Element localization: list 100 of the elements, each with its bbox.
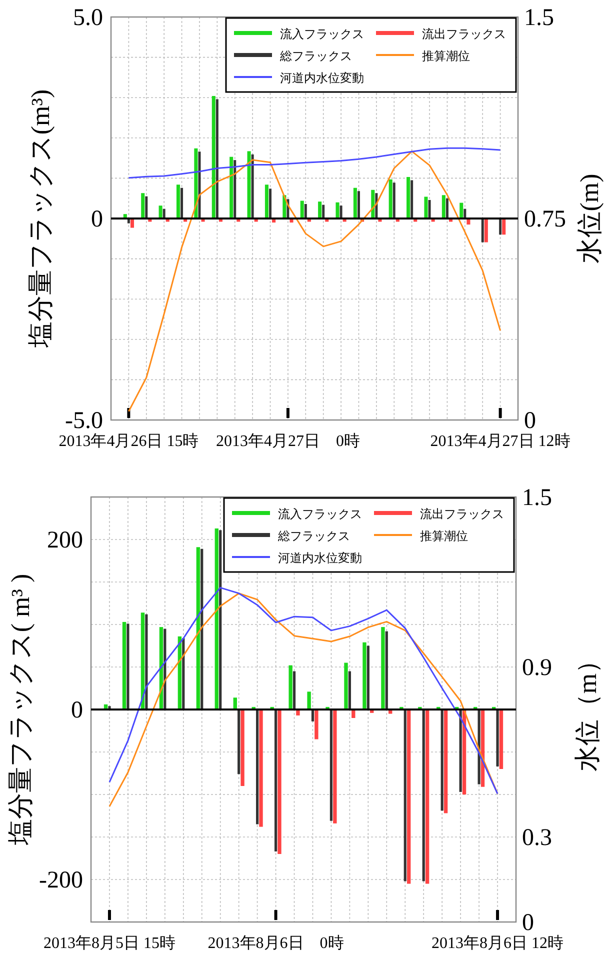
bar [180, 188, 184, 218]
legend-label: 流出フラックス [422, 27, 506, 41]
bar [251, 154, 254, 218]
bar [499, 218, 502, 235]
bar [496, 710, 499, 766]
bar [353, 188, 357, 218]
y-tick-label: -200 [39, 868, 83, 894]
legend-label: 総フラックス [279, 49, 352, 63]
line-series [128, 150, 502, 412]
bar [362, 642, 366, 710]
bar [212, 96, 216, 218]
bar [410, 180, 414, 218]
legend-label: 推算潮位 [422, 49, 470, 63]
bar [385, 631, 388, 710]
bar [274, 710, 278, 852]
legend-label: 推算潮位 [420, 529, 468, 543]
bar [381, 627, 385, 710]
bar [314, 710, 318, 740]
bar [336, 202, 340, 218]
y2-tick-label: 0.3 [522, 825, 552, 851]
bar [404, 710, 406, 882]
bar [392, 182, 396, 218]
legend-label: 流入フラックス [280, 27, 364, 41]
bar [145, 196, 148, 218]
x-tick-label: 2013年4月27日 12時 [430, 432, 570, 450]
y-axis-title: 塩分量フラックス( m³ ) [6, 574, 35, 846]
bar [240, 710, 244, 786]
bar [234, 160, 236, 218]
bar [366, 646, 370, 710]
line-series [128, 147, 502, 179]
bar [406, 176, 410, 218]
bar [318, 202, 322, 218]
bar [126, 624, 130, 710]
bar [307, 692, 311, 710]
bar [122, 622, 126, 710]
x-tick-label: 2013年4月26日 15時 [58, 432, 199, 450]
y2-tick-label: 1.5 [522, 485, 552, 511]
legend-label: 河道内水位変動 [278, 551, 362, 565]
bar [300, 200, 304, 218]
bar [459, 710, 462, 792]
bar [304, 204, 307, 218]
bar [214, 528, 218, 710]
y2-tick-label: 0 [524, 408, 536, 434]
bar [330, 710, 333, 821]
bar [182, 638, 185, 710]
bar [145, 614, 148, 710]
y-tick-label: 0 [91, 206, 103, 232]
bar [158, 206, 162, 218]
y2-axis-title: 水位（m） [573, 647, 602, 772]
bar [481, 218, 484, 242]
bar [340, 206, 342, 218]
bar [256, 710, 259, 824]
bar [216, 99, 218, 218]
bar [499, 710, 504, 769]
bar [444, 710, 448, 814]
bar [198, 152, 201, 218]
bar [200, 548, 204, 710]
bar [176, 184, 180, 218]
bar [269, 188, 272, 218]
y-axis-title: 塩分量フラックス(m³) [26, 89, 55, 349]
y2-tick-label: 0.9 [522, 655, 552, 681]
bar [322, 204, 325, 218]
y2-axis-title: 水位(m) [575, 174, 604, 264]
bar [333, 710, 337, 824]
bar [344, 662, 348, 710]
bar [278, 710, 282, 854]
y-tick-label: -5.0 [65, 408, 103, 434]
bar [422, 710, 425, 882]
bar [288, 665, 292, 710]
y-tick-label: 5.0 [73, 5, 103, 31]
legend-label: 流入フラックス [278, 507, 362, 521]
bar [484, 218, 488, 242]
bar [130, 218, 134, 228]
bar [264, 184, 268, 218]
bar [348, 671, 351, 710]
y2-tick-label: 0.75 [524, 206, 566, 232]
bar [446, 198, 448, 218]
bar [440, 710, 444, 811]
bar [292, 671, 296, 710]
bar [442, 195, 446, 218]
x-tick-label: 2013年8月6日 12時 [432, 934, 564, 952]
bar [425, 710, 430, 884]
bar [230, 156, 234, 218]
bar [238, 710, 240, 774]
bar [247, 151, 251, 218]
legend-label: 河道内水位変動 [280, 71, 364, 85]
bar [296, 710, 300, 716]
legend-label: 総フラックス [277, 529, 350, 543]
y-tick-label: 0 [71, 698, 83, 724]
bar [424, 196, 428, 218]
bar [428, 200, 431, 218]
legend-label: 流出フラックス [420, 507, 504, 521]
y-tick-label: 200 [47, 528, 83, 554]
bar [388, 179, 392, 218]
bar [196, 547, 200, 710]
bar [460, 202, 464, 218]
bar [502, 218, 506, 235]
x-tick-label: 2013年8月6日 0時 [208, 934, 344, 952]
x-tick-label: 2013年4月27日 0時 [216, 432, 360, 450]
bar [141, 193, 145, 218]
